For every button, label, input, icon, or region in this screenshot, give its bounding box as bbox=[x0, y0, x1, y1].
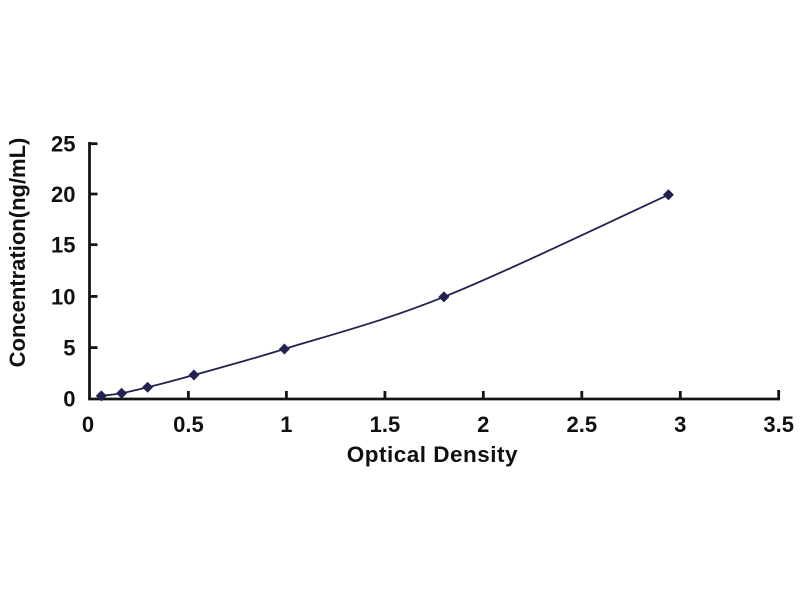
svg-text:15: 15 bbox=[51, 233, 75, 258]
svg-text:1: 1 bbox=[280, 412, 292, 437]
svg-text:20: 20 bbox=[51, 182, 75, 207]
svg-text:5: 5 bbox=[63, 336, 75, 361]
svg-text:10: 10 bbox=[51, 284, 75, 309]
svg-text:Optical Density: Optical Density bbox=[347, 442, 518, 467]
svg-text:2.5: 2.5 bbox=[567, 412, 598, 437]
svg-text:0.5: 0.5 bbox=[173, 412, 204, 437]
svg-text:Concentration(ng/mL): Concentration(ng/mL) bbox=[5, 138, 30, 368]
svg-text:0: 0 bbox=[82, 412, 94, 437]
svg-text:3.5: 3.5 bbox=[763, 412, 794, 437]
svg-text:0: 0 bbox=[63, 387, 75, 412]
svg-text:1.5: 1.5 bbox=[370, 412, 401, 437]
svg-text:2: 2 bbox=[477, 412, 489, 437]
svg-text:25: 25 bbox=[51, 132, 75, 157]
svg-text:3: 3 bbox=[674, 412, 686, 437]
